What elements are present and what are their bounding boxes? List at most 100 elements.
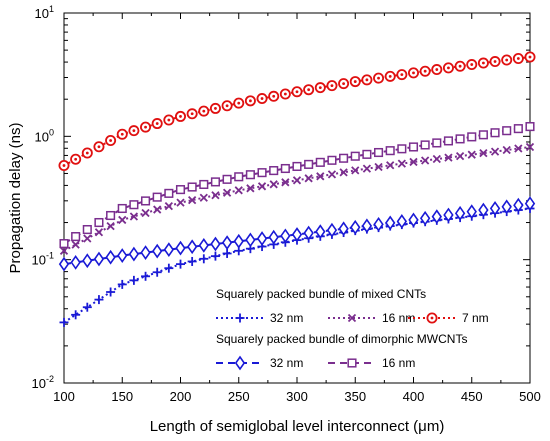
data-point <box>490 128 500 138</box>
x-axis-label: Length of semiglobal level interconnect … <box>150 418 445 435</box>
data-point <box>431 64 443 76</box>
data-point <box>467 132 477 142</box>
data-point <box>128 246 140 262</box>
data-point <box>326 222 338 238</box>
legend-label: 32 nm <box>270 356 303 370</box>
data-point <box>268 90 280 102</box>
data-point <box>362 149 372 159</box>
data-point <box>256 231 268 246</box>
data-point <box>188 196 197 205</box>
data-point <box>385 146 395 156</box>
data-point <box>396 69 408 81</box>
y-axis-label: Propagation delay (ns) <box>7 123 24 274</box>
data-point <box>384 70 396 82</box>
data-point <box>257 168 267 178</box>
data-point <box>373 216 384 232</box>
data-point <box>432 138 442 148</box>
data-point <box>117 279 127 289</box>
data-point <box>291 86 303 98</box>
data-point <box>94 217 104 228</box>
data-point <box>339 153 349 163</box>
data-point <box>280 163 290 174</box>
data-point <box>501 54 513 66</box>
data-point <box>501 199 512 215</box>
data-point <box>351 166 360 175</box>
data-point <box>524 51 536 63</box>
data-point <box>269 180 278 189</box>
data-point <box>140 121 152 133</box>
data-point <box>234 172 244 182</box>
legend-entry: 16 nm <box>328 311 415 325</box>
series-2 <box>58 51 536 172</box>
data-point <box>408 212 419 228</box>
data-point <box>361 74 373 86</box>
data-point <box>93 251 105 267</box>
data-point <box>106 210 116 221</box>
data-point <box>292 161 302 171</box>
data-point <box>246 184 255 193</box>
data-point <box>489 201 501 216</box>
data-point <box>513 197 524 213</box>
data-point <box>152 243 163 259</box>
data-point <box>187 182 197 192</box>
data-point <box>199 254 209 264</box>
legend-entry: 7 nm <box>408 311 489 325</box>
data-point <box>291 227 303 242</box>
data-point <box>303 225 314 241</box>
legend: Squarely packed bundle of mixed CNTs 32 n… <box>216 287 489 371</box>
legend-label: 16 nm <box>382 311 415 325</box>
data-point <box>58 160 70 172</box>
data-point <box>116 128 128 140</box>
data-point <box>279 88 291 100</box>
data-point <box>513 124 523 134</box>
series-line <box>63 125 531 245</box>
data-point <box>141 271 151 281</box>
series-line <box>63 207 531 324</box>
data-point <box>59 246 69 255</box>
data-point <box>176 259 185 269</box>
data-point <box>339 168 348 177</box>
data-point <box>234 186 243 195</box>
x-tick-label: 150 <box>111 389 133 404</box>
data-point <box>467 150 476 159</box>
data-point <box>82 253 93 269</box>
legend-marker <box>347 358 357 368</box>
data-point <box>151 118 163 130</box>
data-point <box>210 251 220 261</box>
legend-title: Squarely packed bundle of mixed CNTs <box>216 287 426 301</box>
x-tick-label: 450 <box>461 389 483 404</box>
data-point <box>466 204 477 220</box>
x-tick-label: 350 <box>344 389 366 404</box>
data-point <box>118 215 127 225</box>
legend-marker <box>235 313 245 323</box>
data-point <box>477 57 489 69</box>
data-point <box>374 147 384 158</box>
tick-labels: 100 150 200 250 300 350 400 450 500 10-2 10-1 100 10… <box>32 4 541 404</box>
data-point <box>304 174 313 183</box>
data-point <box>256 93 268 105</box>
data-point <box>117 203 127 214</box>
data-point <box>408 142 419 152</box>
y-tick-label: 10-1 <box>32 251 54 268</box>
data-point <box>327 155 337 165</box>
data-point <box>128 125 140 137</box>
legend-entry: 32 nm <box>216 311 303 325</box>
data-point <box>454 205 466 221</box>
data-point <box>443 207 454 223</box>
data-point <box>303 84 315 96</box>
legend-marker <box>347 313 357 323</box>
data-point <box>269 166 279 176</box>
data-point <box>314 82 326 94</box>
data-point <box>198 105 210 117</box>
data-point <box>420 140 430 150</box>
data-point <box>58 256 70 272</box>
data-point <box>479 148 488 158</box>
series-line <box>63 55 531 167</box>
data-point <box>59 317 69 327</box>
data-point <box>442 62 454 74</box>
data-point <box>70 153 82 165</box>
data-point <box>326 80 338 92</box>
legend-entry: 16 nm <box>328 356 415 370</box>
data-point <box>94 295 104 305</box>
data-point <box>153 205 162 214</box>
